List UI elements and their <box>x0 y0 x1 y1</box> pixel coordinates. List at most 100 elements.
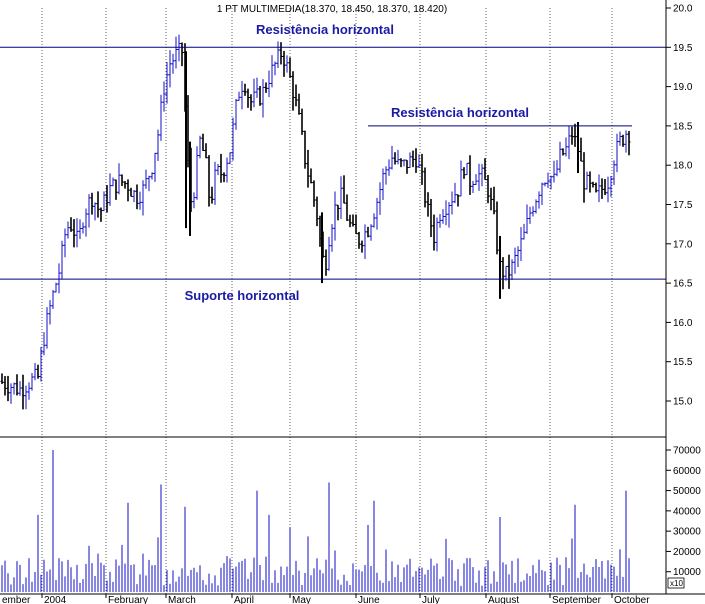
price-bar <box>345 194 349 221</box>
price-bar <box>627 130 631 156</box>
price-bar <box>120 174 124 186</box>
price-bar <box>384 166 388 185</box>
price-tick-label: 18.5 <box>673 121 693 132</box>
price-bar <box>534 199 538 214</box>
price-bar <box>39 346 43 382</box>
price-bar <box>600 178 604 199</box>
price-bar <box>294 84 298 107</box>
price-bar <box>168 50 172 88</box>
price-tick-label: 15.5 <box>673 357 693 368</box>
price-bar <box>63 228 67 258</box>
price-bar <box>492 186 496 215</box>
price-bar <box>225 157 229 183</box>
price-bar <box>57 263 61 294</box>
price-bar <box>525 204 529 234</box>
price-tick-label: 19.0 <box>673 82 693 93</box>
price-bar <box>603 178 607 196</box>
price-bar <box>123 181 127 189</box>
date-tick-label: June <box>358 595 380 604</box>
price-bar <box>270 55 274 88</box>
price-bar <box>147 175 151 192</box>
price-bar <box>546 172 550 188</box>
price-bar <box>531 206 535 217</box>
price-bar <box>81 222 85 234</box>
price-bar <box>210 186 214 204</box>
price-bar <box>48 300 52 325</box>
price-bar <box>243 83 247 96</box>
price-bar <box>207 155 211 207</box>
price-bar <box>126 179 130 202</box>
date-tick-label: September <box>552 595 602 604</box>
price-axis: 15.0 15.5 16.0 16.5 17.0 17.5 18.0 18.5 19.0 19.5… <box>666 4 693 408</box>
price-bar <box>342 175 346 204</box>
price-bar <box>432 214 436 251</box>
price-bar <box>510 259 514 280</box>
price-bar <box>567 125 571 160</box>
price-bar <box>84 208 88 237</box>
price-bar <box>21 374 25 410</box>
price-bar <box>369 224 373 241</box>
price-bar <box>558 141 562 173</box>
date-tick-label: October <box>614 595 650 604</box>
price-bar <box>12 382 16 395</box>
price-bar <box>0 373 4 384</box>
price-bar <box>144 169 148 189</box>
price-bar <box>150 172 154 180</box>
price-bar <box>195 146 199 200</box>
price-bar <box>573 123 577 147</box>
price-bar <box>72 219 76 248</box>
price-bar <box>339 176 343 220</box>
volume-tick-label: 30000 <box>673 527 701 538</box>
volume-tick-label: 20000 <box>673 547 701 558</box>
price-bar <box>588 171 592 193</box>
price-bar <box>555 160 559 177</box>
price-bar <box>417 154 421 169</box>
price-bar <box>219 153 223 183</box>
price-bar <box>441 209 445 224</box>
price-bar <box>540 182 544 206</box>
price-tick-label: 19.5 <box>673 43 693 54</box>
price-bar <box>585 171 589 190</box>
price-bar <box>495 201 499 255</box>
price-bar <box>96 191 100 218</box>
price-bar <box>51 289 55 309</box>
price-bar <box>288 57 292 78</box>
price-bar <box>33 363 37 381</box>
price-bar <box>69 217 73 232</box>
price-bar <box>45 307 49 349</box>
price-tick-label: 15.0 <box>673 397 693 408</box>
volume-axis: 10000 20000 30000 40000 50000 60000 70000 <box>666 446 701 578</box>
price-bar <box>513 247 517 274</box>
price-bar <box>618 131 622 146</box>
date-tick-label: May <box>292 595 311 604</box>
date-tick-label: 2004 <box>44 595 67 604</box>
price-bar <box>501 257 505 290</box>
price-bar <box>561 148 565 156</box>
level-lines <box>0 46 666 280</box>
price-tick-label: 16.0 <box>673 318 693 329</box>
price-bar <box>42 332 46 356</box>
price-bar <box>192 192 196 209</box>
price-bar <box>138 191 142 210</box>
price-bar <box>333 191 337 241</box>
date-tick-label: July <box>422 595 440 604</box>
price-bar <box>471 180 475 193</box>
price-bar <box>315 196 319 227</box>
price-bar <box>330 223 334 252</box>
price-bar <box>264 82 268 93</box>
price-bar <box>351 214 355 227</box>
price-bar <box>300 108 304 135</box>
price-bars <box>0 34 631 410</box>
price-bar <box>174 36 178 69</box>
price-bar <box>132 190 136 203</box>
price-bar <box>621 134 625 147</box>
price-bar <box>468 155 472 195</box>
price-bar <box>372 213 376 228</box>
price-bar <box>135 184 139 210</box>
volume-tick-label: 40000 <box>673 506 701 517</box>
price-bar <box>309 168 313 184</box>
price-bar <box>279 42 283 65</box>
price-bar <box>360 240 364 253</box>
price-bar <box>504 265 508 281</box>
